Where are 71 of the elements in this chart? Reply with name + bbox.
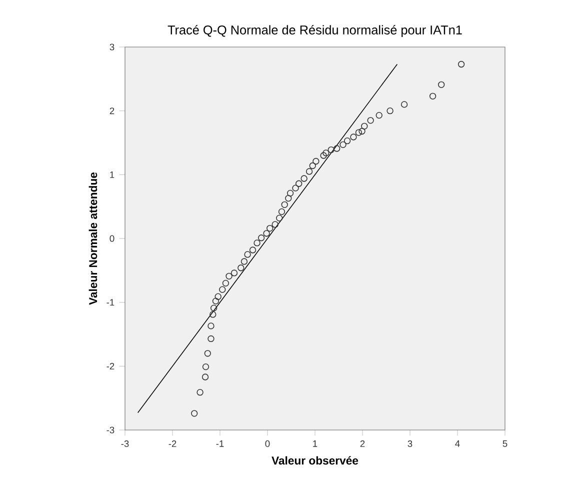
point [328, 146, 334, 154]
point [240, 258, 248, 265]
point [320, 152, 327, 159]
point [296, 180, 302, 187]
point [458, 60, 465, 68]
y-tick-label: -2 [106, 362, 114, 370]
point [309, 162, 316, 170]
point [400, 101, 408, 108]
x-tick-label: 3 [408, 440, 412, 447]
point [281, 201, 288, 208]
point [285, 194, 292, 202]
point [230, 270, 238, 276]
point [367, 117, 374, 124]
y-tick-label: 3 [110, 44, 114, 50]
point [340, 141, 346, 148]
point [210, 304, 218, 312]
point [208, 322, 214, 330]
point [214, 293, 222, 300]
x-tick-label: 2 [360, 440, 365, 447]
x-axis-title: Valeur observée [272, 456, 358, 465]
point [334, 145, 340, 152]
y-axis-title: Valeur Normale attendue [88, 172, 98, 305]
point [355, 129, 362, 136]
point [254, 240, 260, 246]
point [191, 410, 198, 417]
y-tick-label: -1 [106, 299, 114, 306]
point [202, 374, 209, 380]
point [263, 230, 270, 237]
x-tick-label: 4 [455, 440, 460, 447]
y-tick-label: 2 [110, 108, 114, 114]
point [226, 272, 232, 280]
point [238, 264, 244, 272]
point [222, 280, 230, 287]
point [286, 190, 294, 197]
point [306, 168, 313, 175]
point [219, 286, 226, 293]
point [249, 246, 256, 254]
point [244, 251, 251, 258]
x-tick-label: -2 [168, 440, 176, 447]
point [212, 298, 220, 304]
point [278, 208, 286, 216]
point [210, 311, 216, 318]
y-tick-label: 0 [110, 235, 114, 242]
point [429, 92, 436, 100]
point [266, 224, 274, 232]
x-tick-label: -3 [121, 440, 129, 447]
point [312, 158, 320, 165]
point [204, 350, 211, 357]
chart-title: Tracé Q-Q Normale de Résidu normalisé pour IATn1 [168, 25, 462, 37]
point [350, 134, 357, 140]
point [438, 81, 445, 88]
point [344, 138, 351, 144]
point [272, 221, 278, 228]
x-tick-label: -1 [216, 440, 224, 447]
point [376, 112, 382, 119]
point [386, 108, 394, 114]
x-tick-label: 0 [265, 440, 270, 447]
point [208, 335, 214, 342]
point [276, 214, 283, 222]
y-tick-label: -3 [106, 426, 114, 434]
point [258, 234, 265, 242]
x-tick-label: 1 [313, 440, 318, 447]
point [300, 175, 308, 182]
point [361, 122, 368, 130]
x-tick-label: 5 [502, 440, 508, 447]
y-tick-label: 1 [110, 171, 114, 178]
point [358, 128, 366, 135]
point [322, 150, 330, 156]
point [196, 389, 204, 396]
point [292, 184, 299, 192]
point [202, 363, 210, 370]
